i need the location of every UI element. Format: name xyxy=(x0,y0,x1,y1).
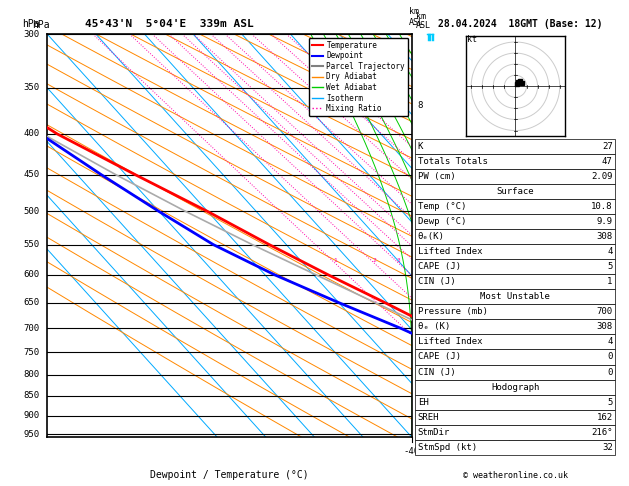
Text: 5: 5 xyxy=(418,246,423,255)
Text: 550: 550 xyxy=(24,240,40,249)
Text: Dewpoint / Temperature (°C): Dewpoint / Temperature (°C) xyxy=(150,469,309,480)
Text: 6: 6 xyxy=(418,201,423,209)
Text: 8: 8 xyxy=(418,102,423,110)
Text: 5: 5 xyxy=(607,398,613,407)
Text: 1: 1 xyxy=(333,258,337,263)
Text: 32: 32 xyxy=(602,443,613,452)
Text: 5: 5 xyxy=(607,262,613,271)
Text: 700: 700 xyxy=(596,307,613,316)
Text: CAPE (J): CAPE (J) xyxy=(418,262,460,271)
Text: 0: 0 xyxy=(604,448,610,456)
Text: 3: 3 xyxy=(396,258,400,263)
Text: 308: 308 xyxy=(596,322,613,331)
Text: 162: 162 xyxy=(596,413,613,422)
Text: 750: 750 xyxy=(24,348,40,357)
Text: 0: 0 xyxy=(607,352,613,362)
Text: Pressure (mb): Pressure (mb) xyxy=(418,307,487,316)
Text: 450: 450 xyxy=(24,171,40,179)
Text: θₑ(K): θₑ(K) xyxy=(418,232,445,241)
Text: PW (cm): PW (cm) xyxy=(418,172,455,181)
Text: CIN (J): CIN (J) xyxy=(418,277,455,286)
Text: 1: 1 xyxy=(418,409,423,418)
Text: 350: 350 xyxy=(24,83,40,92)
Text: 216°: 216° xyxy=(591,428,613,437)
Text: 4: 4 xyxy=(607,247,613,256)
Text: 4: 4 xyxy=(418,289,423,298)
Text: 308: 308 xyxy=(596,232,613,241)
Legend: Temperature, Dewpoint, Parcel Trajectory, Dry Adiabat, Wet Adiabat, Isotherm, Mi: Temperature, Dewpoint, Parcel Trajectory… xyxy=(309,38,408,116)
Text: SREH: SREH xyxy=(418,413,439,422)
Text: 0: 0 xyxy=(607,367,613,377)
Text: CAPE (J): CAPE (J) xyxy=(418,352,460,362)
Text: Most Unstable: Most Unstable xyxy=(480,292,550,301)
Text: kt: kt xyxy=(467,35,477,44)
Text: 27: 27 xyxy=(602,141,613,151)
Text: 10.8: 10.8 xyxy=(591,202,613,211)
Text: K: K xyxy=(418,141,423,151)
Text: θₑ (K): θₑ (K) xyxy=(418,322,450,331)
Text: Dewp (°C): Dewp (°C) xyxy=(418,217,466,226)
Text: hPa: hPa xyxy=(22,19,40,29)
Text: 2: 2 xyxy=(372,258,376,263)
Text: 28.04.2024  18GMT (Base: 12): 28.04.2024 18GMT (Base: 12) xyxy=(438,19,603,29)
Text: 400: 400 xyxy=(24,129,40,139)
Text: Totals Totals: Totals Totals xyxy=(418,156,487,166)
Text: 7: 7 xyxy=(418,153,423,162)
Text: 2: 2 xyxy=(418,368,423,377)
Text: Hodograph: Hodograph xyxy=(491,382,539,392)
Text: km
ASL: km ASL xyxy=(416,12,431,30)
Text: Surface: Surface xyxy=(496,187,534,196)
Text: -40: -40 xyxy=(404,448,420,456)
Text: 950: 950 xyxy=(24,430,40,439)
Text: 600: 600 xyxy=(24,270,40,279)
Text: -20: -20 xyxy=(501,448,517,456)
Text: 850: 850 xyxy=(24,391,40,400)
Text: © weatheronline.co.uk: © weatheronline.co.uk xyxy=(464,471,568,480)
Text: 800: 800 xyxy=(24,370,40,379)
Text: 900: 900 xyxy=(24,411,40,420)
Text: 9.9: 9.9 xyxy=(596,217,613,226)
Text: 47: 47 xyxy=(602,156,613,166)
Text: Mixing Ratio (g/kg): Mixing Ratio (g/kg) xyxy=(455,188,464,283)
Text: Lifted Index: Lifted Index xyxy=(418,247,482,256)
Text: km
ASL: km ASL xyxy=(409,7,424,27)
Text: 2.09: 2.09 xyxy=(591,172,613,181)
Text: EH: EH xyxy=(418,398,428,407)
Text: 45°43'N  5°04'E  339m ASL: 45°43'N 5°04'E 339m ASL xyxy=(85,19,253,29)
Text: StmDir: StmDir xyxy=(418,428,450,437)
Text: CIN (J): CIN (J) xyxy=(418,367,455,377)
Text: 300: 300 xyxy=(24,30,40,38)
Text: Lifted Index: Lifted Index xyxy=(418,337,482,347)
Text: -10: -10 xyxy=(550,448,566,456)
Text: 700: 700 xyxy=(24,324,40,333)
Text: 650: 650 xyxy=(24,298,40,307)
Text: Temp (°C): Temp (°C) xyxy=(418,202,466,211)
Text: 4: 4 xyxy=(607,337,613,347)
Text: LCL: LCL xyxy=(418,433,433,442)
Text: -30: -30 xyxy=(453,448,469,456)
Text: 500: 500 xyxy=(24,207,40,216)
Text: StmSpd (kt): StmSpd (kt) xyxy=(418,443,477,452)
Text: hPa: hPa xyxy=(33,20,50,30)
Text: 1: 1 xyxy=(607,277,613,286)
Text: 3: 3 xyxy=(418,330,423,339)
